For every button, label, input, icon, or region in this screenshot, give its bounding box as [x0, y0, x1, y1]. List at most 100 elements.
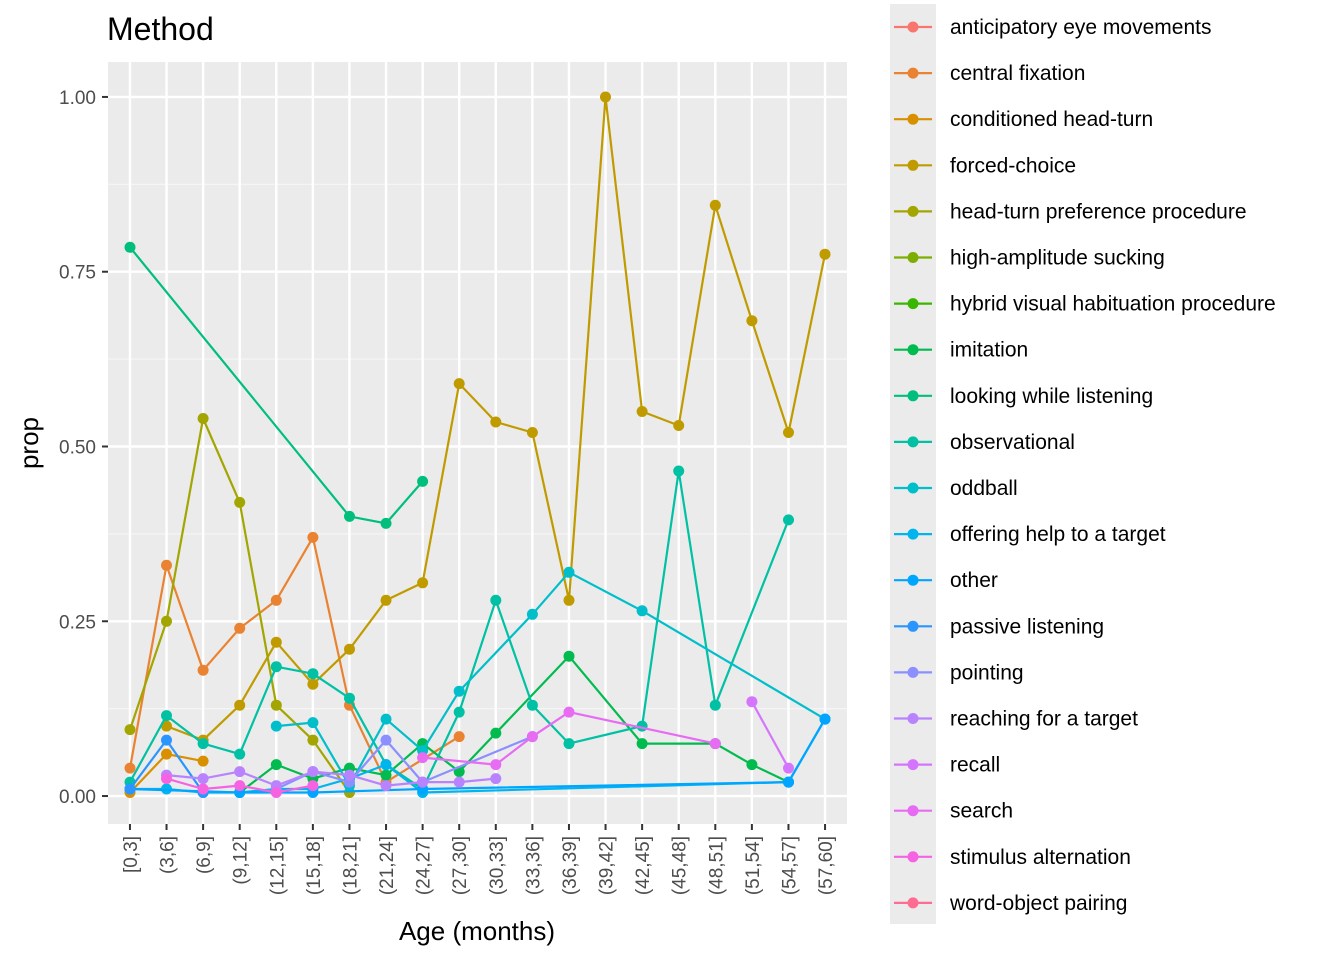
data-point-observational: [270, 661, 282, 673]
legend-key-point-central-fixation: [907, 67, 919, 79]
data-point-passive-listening: [161, 734, 172, 746]
legend-key-point-pointing: [907, 666, 919, 678]
y-axis: 0.00 0.25 0.50 0.75 1.00: [59, 88, 108, 808]
x-tick-label: (27,30]: [450, 836, 471, 895]
x-tick-label: (12,15]: [267, 836, 288, 895]
data-point-imitation: [636, 738, 648, 750]
minor-gridlines: [108, 183, 847, 710]
data-point-oddball: [453, 685, 465, 697]
data-point-looking-while-listening: [344, 510, 355, 522]
data-point-central-fixation: [197, 664, 209, 676]
legend-key-point-observational: [907, 436, 919, 448]
data-point-observational: [563, 738, 575, 750]
data-point-stimulus-alternation: [270, 787, 282, 798]
data-point-imitation: [563, 650, 575, 662]
data-point-conditioned-head-turn: [197, 755, 209, 767]
data-point-looking-while-listening: [124, 241, 136, 253]
x-tick-label: (39,42]: [597, 836, 618, 895]
data-point-head-turn-preference-procedure: [124, 724, 136, 736]
legend-key-point-imitation: [907, 344, 919, 356]
data-point-head-turn-preference-procedure: [270, 699, 282, 711]
y-tick-label: 0.75: [59, 263, 96, 284]
chart-title: Method: [107, 11, 214, 47]
legend-key-background: [890, 4, 936, 924]
x-tick-label: (48,51]: [706, 836, 727, 895]
data-point-other: [819, 713, 831, 725]
y-axis-title: prop: [14, 417, 44, 469]
data-point-observational: [490, 594, 502, 606]
data-point-search: [490, 759, 502, 771]
x-tick-label: (24,27]: [414, 836, 435, 895]
data-point-forced-choice: [563, 594, 575, 606]
data-point-oddball: [270, 720, 282, 732]
data-point-stimulus-alternation: [161, 773, 172, 785]
legend-key-point-recall: [907, 759, 919, 771]
data-point-observational: [709, 699, 721, 711]
x-tick-label: (15,18]: [304, 836, 325, 895]
legend-key-point-conditioned-head-turn: [907, 113, 919, 125]
legend-label-reaching-for-a-target: reaching for a target: [950, 708, 1138, 731]
series-line-oddball: [276, 571, 826, 787]
legend-label-hybrid-visual-habituation-procedure: hybrid visual habituation procedure: [950, 293, 1276, 316]
data-point-reaching-for-a-target: [453, 776, 465, 788]
data-point-search: [417, 752, 429, 764]
x-tick-label: (36,39]: [560, 836, 581, 895]
data-point-reaching-for-a-target: [234, 766, 246, 778]
data-point-observational: [307, 668, 319, 680]
data-point-passive-listening: [124, 783, 136, 795]
legend-label-looking-while-listening: looking while listening: [950, 385, 1153, 408]
data-point-central-fixation: [234, 622, 246, 634]
legend-label-search: search: [950, 800, 1013, 823]
data-point-forced-choice: [600, 91, 611, 103]
data-point-forced-choice: [307, 678, 319, 690]
data-point-offering-help-to-a-target: [380, 759, 392, 771]
legend-label-forced-choice: forced-choice: [950, 154, 1076, 177]
legend-label-central-fixation: central fixation: [950, 62, 1085, 85]
data-point-other: [783, 776, 794, 788]
legend-key-point-forced-choice: [907, 159, 919, 171]
data-point-reaching-for-a-target: [197, 773, 209, 785]
legend-label-pointing: pointing: [950, 661, 1024, 684]
data-point-forced-choice: [709, 199, 721, 211]
x-axis-title: Age (months): [399, 916, 555, 946]
data-point-looking-while-listening: [417, 475, 429, 487]
y-tick-label: 1.00: [59, 88, 96, 109]
legend-label-oddball: oddball: [950, 477, 1018, 500]
data-point-observational: [673, 465, 685, 477]
x-tick-label: [0,3]: [121, 836, 142, 873]
data-point-oddball: [307, 717, 319, 729]
data-point-forced-choice: [453, 378, 465, 390]
legend-key-point-stimulus-alternation: [907, 851, 919, 863]
data-point-reaching-for-a-target: [380, 780, 392, 792]
data-point-central-fixation: [124, 762, 136, 774]
data-point-stimulus-alternation: [197, 783, 209, 795]
series-line-other: [129, 718, 826, 794]
data-point-forced-choice: [344, 643, 355, 655]
data-point-forced-choice: [380, 594, 392, 606]
x-tick-label: (54,57]: [779, 836, 800, 895]
legend-label-high-amplitude-sucking: high-amplitude sucking: [950, 247, 1165, 270]
legend-key-point-oddball: [907, 482, 919, 494]
legend-key-point-looking-while-listening: [907, 390, 919, 402]
data-point-central-fixation: [161, 559, 172, 571]
data-point-forced-choice: [161, 720, 172, 732]
x-axis: [0,3] (3,6] (6,9] (9,12] (12,15] (15,18] (18,2…: [121, 824, 837, 895]
data-point-imitation: [270, 759, 282, 771]
legend-label-head-turn-preference-procedure: head-turn preference procedure: [950, 200, 1247, 223]
x-tick-label: (57,60]: [816, 836, 837, 895]
data-point-observational: [453, 706, 465, 718]
legend-key-point-anticipatory-eye-movements: [907, 21, 919, 33]
legend-label-offering-help-to-a-target: offering help to a target: [950, 523, 1166, 546]
legend-key-point-offering-help-to-a-target: [907, 528, 919, 540]
x-tick-label: (33,36]: [523, 836, 544, 895]
data-point-recall: [746, 696, 758, 708]
legend-key-point-passive-listening: [907, 620, 919, 632]
data-point-central-fixation: [453, 731, 465, 743]
legend-label-conditioned-head-turn: conditioned head-turn: [950, 108, 1153, 131]
series-line-reaching-for-a-target: [166, 770, 496, 787]
data-point-central-fixation: [307, 531, 319, 543]
x-tick-label: (18,21]: [340, 836, 361, 895]
legend-label-anticipatory-eye-movements: anticipatory eye movements: [950, 16, 1211, 39]
